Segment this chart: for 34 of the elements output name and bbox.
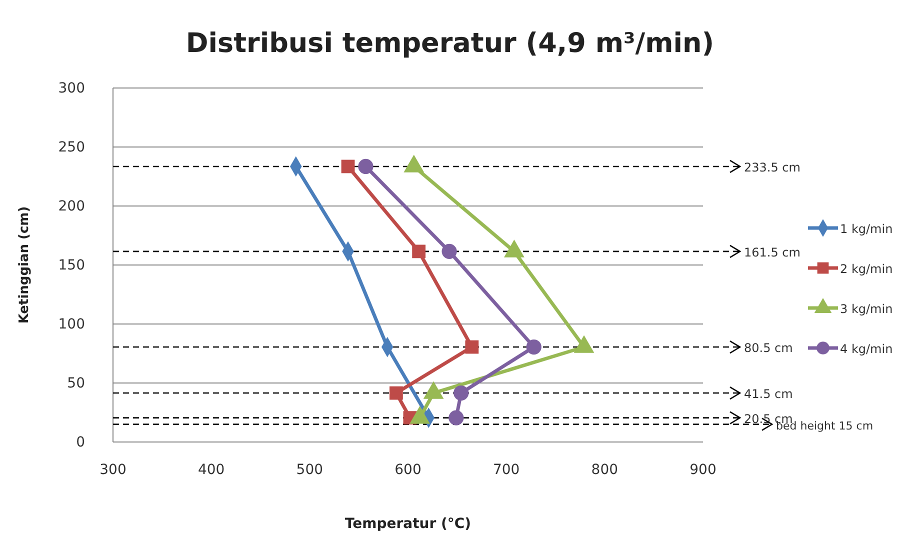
x-tick-label: 700 [492, 462, 520, 478]
chart-title: Distribusi temperatur (4,9 m³/min) [186, 28, 714, 59]
ref-line-label: 161.5 cm [744, 245, 800, 260]
point [389, 386, 403, 400]
y-tick-label: 0 [76, 434, 85, 450]
ref-line-label: 80.5 cm [744, 341, 793, 356]
legend-label: 2 kg/min [840, 262, 893, 276]
y-tick-label: 150 [58, 257, 85, 274]
y-tick-label: 100 [58, 316, 85, 332]
ref-line-label: 233.5 cm [744, 160, 800, 174]
x-tick-label: 400 [198, 462, 225, 478]
point [412, 244, 426, 258]
point [341, 160, 355, 174]
legend-label: 1 kg/min [840, 222, 893, 236]
x-tick-label: 300 [100, 462, 126, 478]
x-axis-title: Temperatur (°C) [344, 516, 472, 532]
x-tick-label: 600 [394, 462, 422, 478]
legend-label: 3 kg/min [840, 302, 893, 316]
y-tick-label: 200 [58, 198, 85, 214]
y-tick-label: 50 [67, 375, 85, 392]
point [448, 410, 464, 426]
point [526, 339, 542, 355]
point [454, 385, 469, 401]
x-tick-label: 900 [690, 462, 716, 478]
legend-label: 4 kg/min [840, 342, 893, 356]
x-tick-label: 800 [591, 462, 618, 478]
point [442, 244, 457, 259]
ref-line-label: 41.5 cm [744, 387, 793, 402]
y-tick-label: 300 [58, 80, 85, 96]
point [358, 158, 374, 174]
x-tick-label: 500 [296, 462, 324, 478]
point [465, 340, 479, 354]
y-axis-title: Ketinggian (cm) [17, 206, 32, 324]
y-tick-label: 250 [58, 139, 85, 156]
